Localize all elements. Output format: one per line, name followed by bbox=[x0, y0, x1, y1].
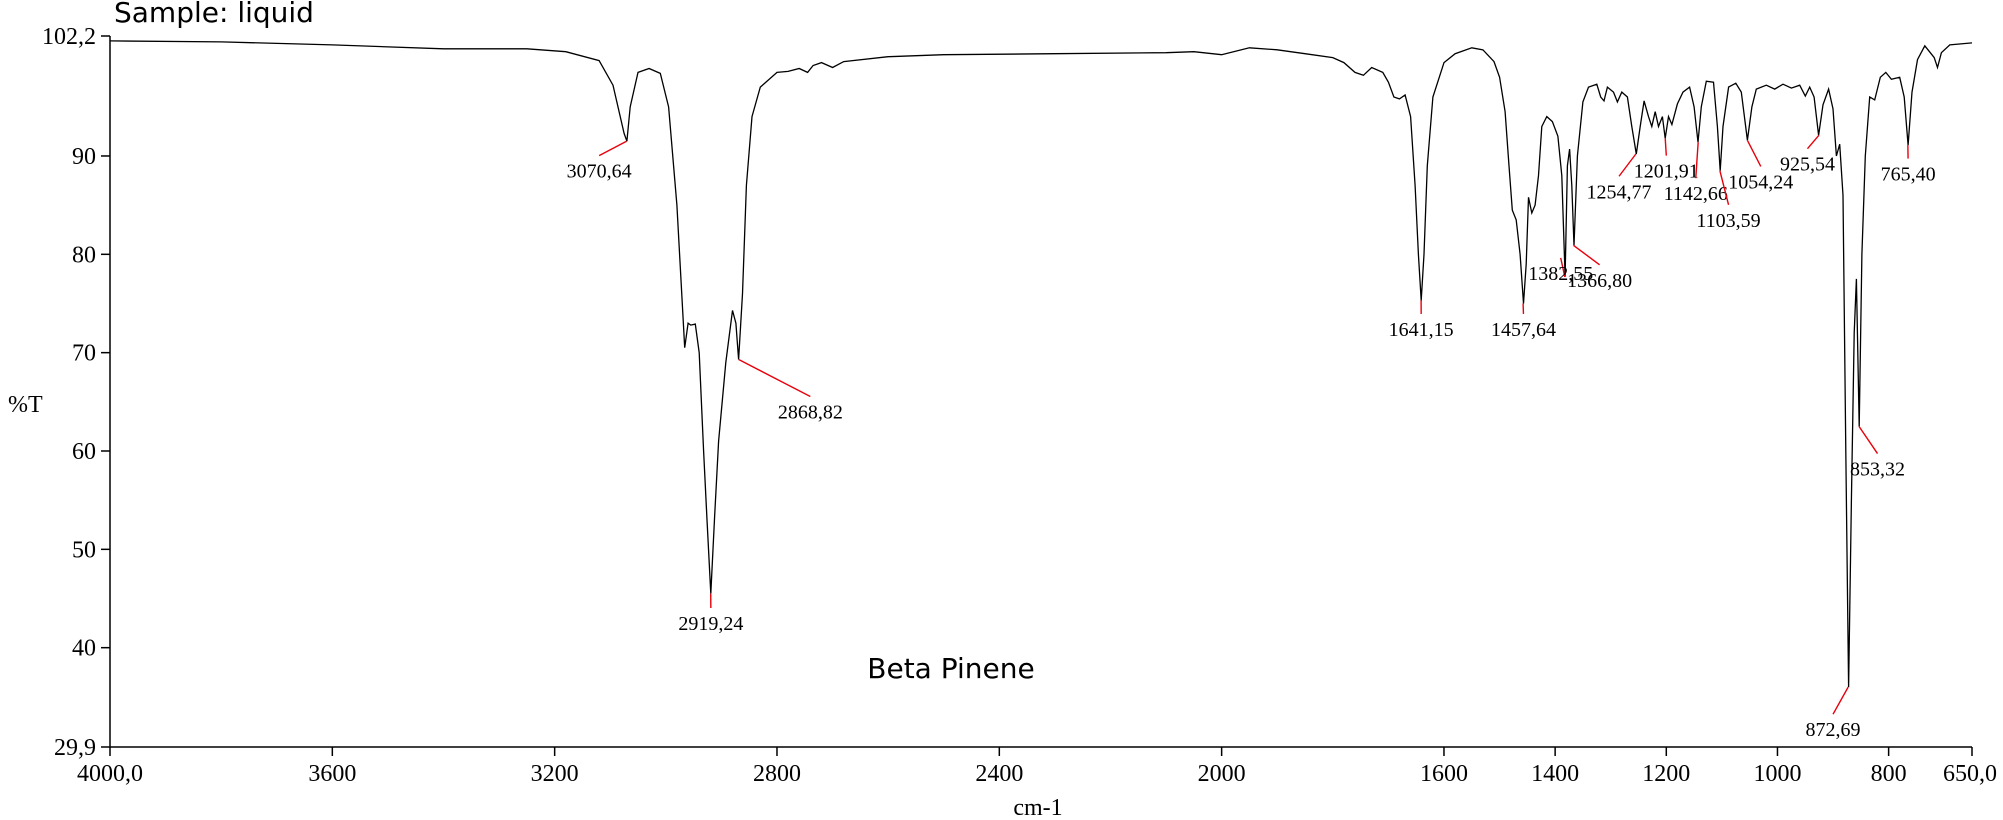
peak-label: 1366,80 bbox=[1567, 270, 1632, 292]
y-tick-label: 50 bbox=[72, 537, 96, 563]
peak-marker: 1382,55 bbox=[1528, 257, 1593, 285]
peak-leader-line bbox=[1746, 139, 1762, 167]
y-tick-label: 40 bbox=[72, 636, 96, 662]
peak-label: 1457,64 bbox=[1491, 319, 1556, 341]
compound-annotation: Beta Pinene bbox=[867, 652, 1034, 685]
y-ticks: 102,2 90 80 70 60 50 40 29,9 bbox=[42, 24, 110, 761]
peak-leader-line bbox=[1560, 257, 1566, 278]
x-tick-label: 1200 bbox=[1642, 761, 1690, 787]
x-tick-label: 2400 bbox=[975, 761, 1023, 787]
peak-label: 2868,82 bbox=[778, 402, 843, 424]
x-tick-label: 3200 bbox=[531, 761, 579, 787]
peak-label: 1103,59 bbox=[1696, 210, 1760, 232]
x-tick-label: 800 bbox=[1871, 761, 1907, 787]
peak-leader-line bbox=[1573, 244, 1601, 266]
x-tick-label: 2000 bbox=[1198, 761, 1246, 787]
peak-marker: 853,32 bbox=[1850, 426, 1905, 481]
peak-leader-line bbox=[1695, 142, 1699, 179]
peak-label: 765,40 bbox=[1881, 164, 1936, 186]
x-tick-label: 3600 bbox=[308, 761, 356, 787]
y-tick-label: 90 bbox=[72, 144, 96, 170]
peak-marker: 1201,91 bbox=[1634, 138, 1699, 183]
y-tick-label: 70 bbox=[72, 341, 96, 367]
y-axis-label: %T bbox=[8, 392, 43, 418]
x-tick-label: 2800 bbox=[753, 761, 801, 787]
x-tick-label: 1000 bbox=[1753, 761, 1801, 787]
peak-label: 3070,64 bbox=[567, 161, 632, 183]
x-tick-label: 4000,0 bbox=[77, 761, 143, 787]
peak-leader-line bbox=[1719, 170, 1730, 205]
peak-leader-line bbox=[738, 358, 811, 398]
peak-leader-line bbox=[1664, 138, 1667, 156]
peak-marker: 1103,59 bbox=[1696, 170, 1761, 232]
peak-marker: 765,40 bbox=[1881, 145, 1936, 186]
peak-label: 1201,91 bbox=[1634, 161, 1699, 183]
x-tick-label: 1400 bbox=[1531, 761, 1579, 787]
peak-marker: 1366,80 bbox=[1567, 244, 1632, 292]
y-tick-label: 80 bbox=[72, 242, 96, 268]
peak-leader-line bbox=[1618, 153, 1637, 177]
peak-label: 1254,77 bbox=[1587, 181, 1652, 203]
peak-marker: 872,69 bbox=[1806, 686, 1861, 741]
peak-marker: 1457,64 bbox=[1491, 303, 1556, 341]
x-tick-label: 650,0 bbox=[1943, 761, 1997, 787]
sample-annotation: Sample: liquid bbox=[114, 0, 314, 29]
peak-marker: 925,54 bbox=[1780, 134, 1835, 176]
peak-marker: 1054,24 bbox=[1728, 139, 1793, 193]
y-tick-label: 60 bbox=[72, 439, 96, 465]
peak-label: 1382,55 bbox=[1528, 263, 1593, 285]
peak-leader-line bbox=[1832, 686, 1849, 715]
peak-marker: 1142,66 bbox=[1664, 142, 1728, 205]
spectrum-line bbox=[109, 40, 1973, 688]
x-axis-label: cm-1 bbox=[1013, 795, 1062, 820]
peak-markers: 3070,64 2919,24 2868,82 1641,15 1457,64 1382,… bbox=[567, 134, 1936, 741]
peak-marker: 3070,64 bbox=[567, 140, 632, 183]
peak-label: 1142,66 bbox=[1664, 183, 1728, 205]
x-tick-label: 1600 bbox=[1420, 761, 1468, 787]
peak-label: 1641,15 bbox=[1389, 319, 1454, 341]
peak-leader-line bbox=[598, 140, 627, 157]
axes bbox=[109, 36, 1972, 748]
peak-marker: 2919,24 bbox=[678, 593, 743, 635]
peak-marker: 1641,15 bbox=[1389, 300, 1454, 341]
peak-label: 925,54 bbox=[1780, 154, 1835, 176]
peak-label: 2919,24 bbox=[678, 613, 743, 635]
y-tick-label: 102,2 bbox=[42, 24, 96, 50]
peak-label: 853,32 bbox=[1850, 459, 1905, 481]
x-ticks: 4000,0 3600 3200 2800 2400 2000 1600 1400 1200 10… bbox=[77, 747, 1997, 787]
peak-marker: 1254,77 bbox=[1587, 153, 1652, 203]
peak-marker: 2868,82 bbox=[738, 358, 843, 424]
peak-label: 1054,24 bbox=[1728, 171, 1793, 193]
peak-leader-line bbox=[1858, 426, 1879, 454]
peak-leader-line bbox=[1806, 134, 1820, 150]
y-tick-label: 29,9 bbox=[54, 735, 96, 761]
peak-label: 872,69 bbox=[1806, 719, 1861, 741]
